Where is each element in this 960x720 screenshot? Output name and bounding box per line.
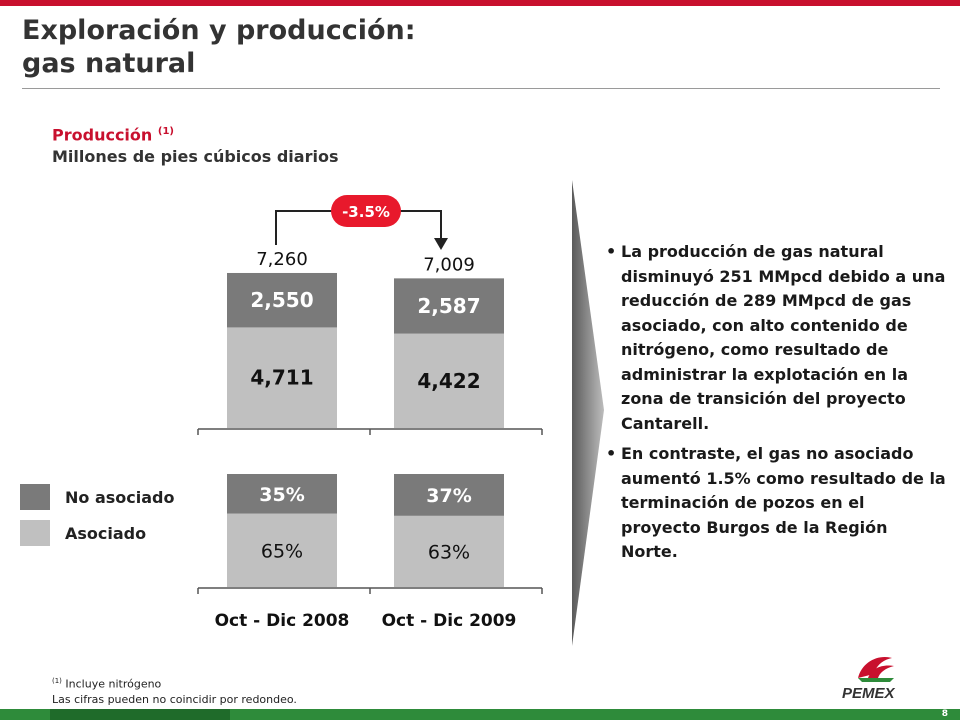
title-divider — [22, 88, 940, 89]
data-label-volume: 2,587 — [417, 294, 480, 318]
bottom-accent-bar — [0, 709, 960, 720]
page-number: 8 — [941, 709, 948, 719]
section-arrow-divider — [572, 180, 604, 646]
change-arrowhead — [434, 238, 448, 250]
total-label: 7,260 — [256, 249, 308, 270]
legend-label-no-asociado: No asociado — [65, 487, 175, 507]
legend-item-no-asociado: No asociado — [20, 484, 174, 510]
pemex-eagle-icon — [858, 656, 894, 682]
title-line-2: gas natural — [22, 48, 196, 79]
production-label: Producción — [52, 125, 153, 145]
bar-share-asociado-2 — [394, 515, 504, 587]
data-label-share: 37% — [426, 485, 471, 507]
title-line-1: Exploración y producción: — [22, 15, 416, 46]
legend-swatch-asociado — [20, 520, 50, 546]
commentary-bullets: La producción de gas natural disminuyó 2… — [606, 240, 946, 571]
top-accent-bar — [0, 0, 960, 6]
footnote-rounding: Las cifras pueden no coincidir por redon… — [52, 692, 297, 706]
bar-volume-no-asociado-2 — [394, 278, 504, 334]
data-label-share: 35% — [259, 484, 304, 506]
units-label: Millones de pies cúbicos diarios — [52, 147, 339, 167]
bar-volume-asociado-2 — [394, 333, 504, 428]
pemex-wordmark: PEMEX — [842, 685, 896, 702]
bar-volume-asociado-1 — [227, 327, 337, 428]
bullet-non-associated-increase: En contraste, el gas no asociado aumentó… — [606, 442, 946, 565]
change-badge — [331, 195, 401, 227]
change-badge-label: -3.5% — [342, 203, 390, 221]
footnote-nitrogen: Incluye nitrógeno — [65, 677, 162, 691]
footnote-mark: (1) — [52, 677, 62, 685]
legend-swatch-no-asociado — [20, 484, 50, 510]
data-label-volume: 4,422 — [417, 369, 480, 393]
footnotes: (1) Incluye nitrógeno Las cifras pueden … — [52, 674, 297, 707]
page-title: Exploración y producción: gas natural — [22, 14, 416, 80]
bar-volume-no-asociado-1 — [227, 272, 337, 328]
category-label: Oct - Dic 2009 — [382, 611, 517, 631]
data-label-share: 65% — [261, 540, 303, 562]
bar-share-asociado-1 — [227, 513, 337, 587]
chart-subheader: Producción (1) Millones de pies cúbicos … — [52, 121, 338, 168]
category-label: Oct - Dic 2008 — [215, 611, 350, 631]
bar-share-no-asociado-1 — [227, 474, 337, 514]
legend-item-asociado: Asociado — [20, 520, 146, 546]
pemex-logo: PEMEX — [842, 656, 896, 702]
total-label: 7,009 — [423, 254, 475, 275]
production-note-mark: (1) — [157, 126, 174, 137]
bullet-gas-decrease: La producción de gas natural disminuyó 2… — [606, 240, 946, 436]
data-label-share: 63% — [428, 541, 470, 563]
data-label-volume: 2,550 — [250, 288, 313, 312]
bar-share-no-asociado-2 — [394, 474, 504, 516]
data-label-volume: 4,711 — [250, 366, 313, 390]
production-chart: 4,711 2,550 7,260 4,422 2,587 7,009 -3.5% 65% 35… — [197, 195, 543, 631]
legend-label-asociado: Asociado — [65, 523, 147, 543]
